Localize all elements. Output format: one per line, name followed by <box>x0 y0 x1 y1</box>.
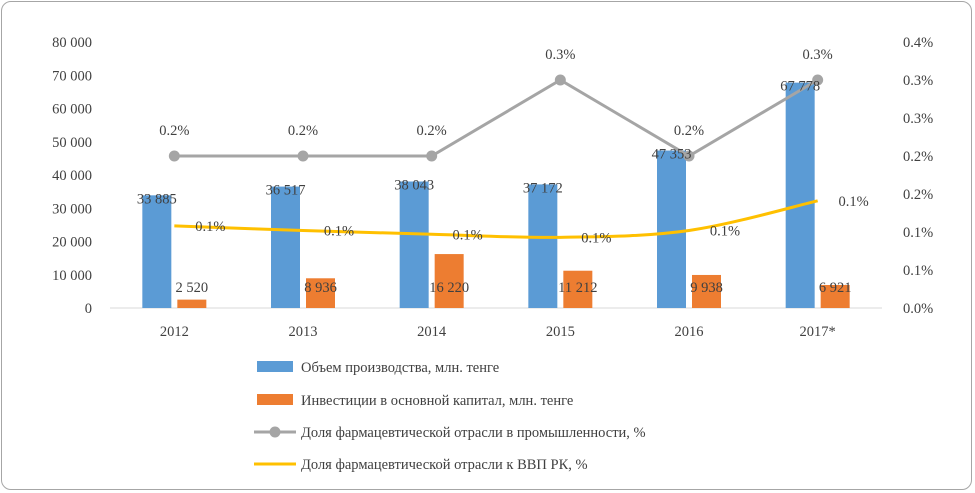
bar-data-label: 37 172 <box>523 180 563 196</box>
left-axis-tick-label: 10 000 <box>52 268 92 284</box>
bar <box>657 150 686 308</box>
category-label: 2015 <box>546 324 575 340</box>
line-marker <box>297 150 309 162</box>
legend-label: Инвестиции в основной капитал, млн. тенг… <box>301 393 573 409</box>
bar <box>528 184 558 308</box>
bar-data-label: 47 353 <box>652 147 692 163</box>
right-axis-tick-label: 0.0% <box>903 301 933 317</box>
bar-data-label: 67 778 <box>780 79 820 95</box>
legend-label: Доля фармацевтической отрасли к ВВП РК, … <box>301 457 588 473</box>
bar-data-label: 33 885 <box>137 191 177 207</box>
line-data-label: 0.2% <box>159 123 189 139</box>
legend-label: Доля фармацевтической отрасли в промышле… <box>301 425 646 441</box>
bar <box>271 186 300 308</box>
bar-data-label: 36 517 <box>266 183 306 199</box>
category-label: 2014 <box>417 324 447 340</box>
category-label: 2013 <box>289 324 318 340</box>
bar <box>434 254 464 308</box>
right-axis-tick-label: 0.1% <box>903 225 933 241</box>
right-axis-tick-label: 0.3% <box>903 111 933 127</box>
line-data-label: 0.1% <box>453 227 483 243</box>
bar <box>820 284 850 308</box>
right-axis-tick-label: 0.2% <box>903 149 933 165</box>
bar-data-label: 16 220 <box>429 280 469 296</box>
category-label: 2016 <box>675 324 704 340</box>
bar-data-label: 2 520 <box>176 280 209 296</box>
line-marker <box>554 74 566 86</box>
line-marker <box>168 150 180 162</box>
line-data-label: 0.3% <box>803 47 833 63</box>
bar-data-label: 38 043 <box>394 178 434 194</box>
bar <box>399 181 429 308</box>
bar <box>306 278 335 308</box>
right-axis-tick-label: 0.3% <box>903 73 933 89</box>
legend-swatch <box>257 394 293 405</box>
legend-marker <box>269 426 281 438</box>
line-series <box>168 74 824 239</box>
line-series-gdp-share <box>174 199 819 239</box>
left-axis-ticks: 0 10 000 20 000 30 000 40 000 50 000 60 000 70 … <box>52 35 92 317</box>
left-axis-tick-label: 50 000 <box>52 135 92 151</box>
line-data-label: 0.1% <box>581 230 611 246</box>
legend-swatch <box>257 361 293 372</box>
line-data-label: 0.1% <box>710 223 740 239</box>
line-data-label: 0.2% <box>288 123 318 139</box>
bar <box>785 82 815 308</box>
line-marker <box>683 150 695 162</box>
line-data-label: 0.1% <box>324 223 354 239</box>
line-data-label: 0.3% <box>545 47 575 63</box>
right-axis-tick-label: 0.2% <box>903 187 933 203</box>
legend: Объем производства, млн. тенге Инвестиции… <box>254 360 646 473</box>
bar <box>177 299 207 308</box>
right-axis-tick-label: 0.1% <box>903 263 933 279</box>
bar-series <box>142 82 850 308</box>
left-axis-tick-label: 40 000 <box>52 168 92 184</box>
bar <box>692 274 721 308</box>
category-label: 2012 <box>160 324 189 340</box>
line-marker <box>426 150 438 162</box>
line-data-label: 0.1% <box>195 219 225 235</box>
bar <box>142 195 172 308</box>
bar-data-label: 8 936 <box>304 280 337 296</box>
right-axis-ticks: 0.0% 0.1% 0.1% 0.2% 0.2% 0.3% 0.3% 0.4% <box>903 35 933 317</box>
category-axis-labels: 2012 2013 2014 2015 2016 2017* <box>160 324 836 340</box>
bar-data-label: 9 938 <box>690 280 723 296</box>
bar-data-label: 6 921 <box>819 280 852 296</box>
line-marker <box>812 74 824 86</box>
left-axis-tick-label: 60 000 <box>52 102 92 118</box>
legend-label: Объем производства, млн. тенге <box>301 360 499 376</box>
left-axis-tick-label: 70 000 <box>52 68 92 84</box>
line-data-label: 0.2% <box>674 123 704 139</box>
bar <box>563 270 593 308</box>
bar-data-label: 11 212 <box>558 280 597 296</box>
line-data-label: 0.1% <box>839 194 869 210</box>
right-axis-tick-label: 0.4% <box>903 35 933 51</box>
line-data-label: 0.2% <box>417 123 447 139</box>
data-labels: 33 885 36 517 38 043 37 172 47 353 67 778 2 52… <box>137 47 869 296</box>
left-axis-tick-label: 30 000 <box>52 201 92 217</box>
category-label: 2017* <box>800 324 836 340</box>
left-axis-tick-label: 0 <box>85 301 92 317</box>
left-axis-tick-label: 20 000 <box>52 235 92 251</box>
left-axis-tick-label: 80 000 <box>52 35 92 51</box>
line-series-industry-share <box>174 78 819 158</box>
